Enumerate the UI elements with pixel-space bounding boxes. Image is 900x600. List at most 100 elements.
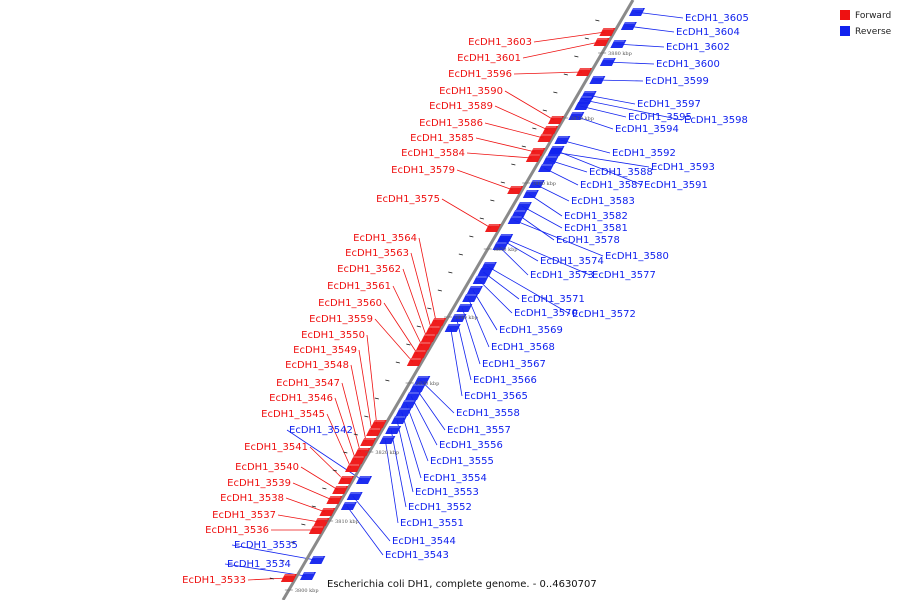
reverse-leader-EcDH1_3580 xyxy=(513,219,604,257)
tick-label: 3850 kbp xyxy=(494,247,518,253)
reverse-gene-block-31 xyxy=(409,384,426,392)
reverse-gene-label: EcDH1_3595 xyxy=(628,112,692,123)
legend-forward-swatch xyxy=(840,10,850,20)
reverse-gene-label: EcDH1_3570 xyxy=(514,308,578,319)
forward-gene-block-18 xyxy=(360,438,377,446)
reverse-gene-label: EcDH1_3592 xyxy=(612,148,676,159)
reverse-gene-label: EcDH1_3535 xyxy=(234,540,298,551)
reverse-leader-EcDH1_3556 xyxy=(410,395,438,446)
forward-leader-EcDH1_3533 xyxy=(247,577,287,581)
reverse-gene-block-33 xyxy=(400,400,417,408)
reverse-gene-block-11 xyxy=(542,156,559,164)
reverse-gene-block-24 xyxy=(480,262,497,270)
reverse-leader-EcDH1_3572 xyxy=(486,265,571,315)
reverse-gene-label: EcDH1_3551 xyxy=(400,518,464,529)
forward-gene-block-26 xyxy=(313,518,330,526)
forward-leader-EcDH1_3546 xyxy=(334,397,357,461)
reverse-gene-block-39 xyxy=(340,502,357,510)
reverse-gene-label: EcDH1_3577 xyxy=(592,270,656,281)
forward-leader-EcDH1_3596 xyxy=(513,71,583,75)
reverse-gene-block-35 xyxy=(391,416,407,424)
forward-gene-label: EcDH1_3546 xyxy=(269,393,333,404)
reverse-gene-label: EcDH1_3553 xyxy=(415,487,479,498)
minor-mark xyxy=(469,235,474,238)
tick-label: 3800 kbp xyxy=(295,588,319,594)
reverse-gene-label: EcDH1_3581 xyxy=(564,223,628,234)
forward-gene-block-24 xyxy=(326,496,343,504)
reverse-leader-EcDH1_3595 xyxy=(580,105,627,118)
forward-gene-block-25 xyxy=(319,508,336,516)
reverse-gene-label: EcDH1_3593 xyxy=(651,162,715,173)
reverse-gene-label: EcDH1_3583 xyxy=(571,196,635,207)
forward-gene-block-3 xyxy=(548,116,564,124)
reverse-gene-block-20 xyxy=(492,242,509,250)
forward-leader-EcDH1_3589 xyxy=(494,105,549,131)
reverse-gene-label: EcDH1_3597 xyxy=(637,99,701,110)
reverse-gene-label: EcDH1_3605 xyxy=(685,13,749,24)
reverse-leader-EcDH1_3591 xyxy=(554,149,643,186)
tick-label: 3880 kbp xyxy=(608,51,632,57)
tick-label: 3820 kbp xyxy=(375,450,399,456)
forward-leader-EcDH1_3538 xyxy=(285,497,326,513)
forward-leader-EcDH1_3603 xyxy=(533,31,606,43)
reverse-gene-block-8 xyxy=(568,112,585,120)
legend: Forward Reverse xyxy=(840,10,892,37)
forward-gene-label: EcDH1_3548 xyxy=(285,360,349,371)
reverse-gene-label: EcDH1_3571 xyxy=(521,294,585,305)
reverse-gene-block-42 xyxy=(300,572,316,580)
forward-leader-EcDH1_3584 xyxy=(466,152,532,159)
minor-mark xyxy=(574,55,579,58)
forward-leader-EcDH1_3545 xyxy=(326,413,352,469)
forward-gene-label: EcDH1_3540 xyxy=(235,462,299,473)
forward-gene-label: EcDH1_3561 xyxy=(327,281,391,292)
forward-gene-block-15 xyxy=(406,358,423,366)
forward-gene-label: EcDH1_3550 xyxy=(301,330,365,341)
forward-gene-block-9 xyxy=(485,224,501,232)
reverse-gene-label: EcDH1_3554 xyxy=(423,473,487,484)
genome-backbone xyxy=(281,0,635,600)
forward-gene-block-10 xyxy=(430,318,447,326)
reverse-gene-block-21 xyxy=(497,234,514,242)
minor-mark xyxy=(374,397,379,400)
forward-gene-label: EcDH1_3547 xyxy=(276,378,340,389)
reverse-gene-label: EcDH1_3543 xyxy=(385,550,449,561)
forward-leader-EcDH1_3563 xyxy=(410,252,432,331)
reverse-leader-EcDH1_3592 xyxy=(560,139,611,154)
reverse-gene-label: EcDH1_3588 xyxy=(589,167,653,178)
reverse-leader-EcDH1_3597 xyxy=(586,94,636,105)
minor-mark xyxy=(416,325,421,328)
reverse-leader-EcDH1_3571 xyxy=(483,271,520,300)
reverse-gene-label: EcDH1_3604 xyxy=(676,27,740,38)
tick-label: 3840 kbp xyxy=(454,315,478,321)
minor-mark xyxy=(280,559,285,562)
tick-label: 3830 kbp xyxy=(416,381,440,387)
forward-leader-EcDH1_3601 xyxy=(522,41,600,59)
reverse-gene-block-3 xyxy=(599,58,616,66)
reverse-gene-label: EcDH1_3567 xyxy=(482,359,546,370)
forward-gene-label: EcDH1_3579 xyxy=(391,165,455,176)
forward-gene-block-23 xyxy=(332,486,349,494)
forward-leader-EcDH1_3559 xyxy=(374,318,414,363)
forward-gene-label: EcDH1_3563 xyxy=(345,248,409,259)
forward-gene-block-0 xyxy=(599,28,616,36)
reverse-gene-block-32 xyxy=(405,392,421,400)
forward-gene-block-5 xyxy=(537,134,554,142)
reverse-leader-EcDH1_3568 xyxy=(467,297,490,348)
reverse-gene-label: EcDH1_3534 xyxy=(227,559,291,570)
tick-label: 3860 kbp xyxy=(532,181,556,187)
forward-gene-block-21 xyxy=(345,464,361,472)
reverse-gene-block-13 xyxy=(548,146,565,154)
forward-gene-block-12 xyxy=(420,334,437,342)
reverse-leader-EcDH1_3535 xyxy=(231,544,316,561)
reverse-leader-EcDH1_3566 xyxy=(456,317,472,381)
forward-gene-block-17 xyxy=(366,428,382,436)
minor-mark xyxy=(553,91,558,94)
reverse-leader-EcDH1_3599 xyxy=(595,79,644,82)
legend-reverse-label: Reverse xyxy=(855,27,892,37)
reverse-gene-block-1 xyxy=(620,22,637,30)
minor-mark xyxy=(490,199,495,202)
reverse-gene-block-15 xyxy=(522,190,539,198)
reverse-gene-label: EcDH1_3566 xyxy=(473,375,537,386)
forward-gene-block-16 xyxy=(370,420,387,428)
reverse-leader-EcDH1_3593 xyxy=(553,151,650,168)
